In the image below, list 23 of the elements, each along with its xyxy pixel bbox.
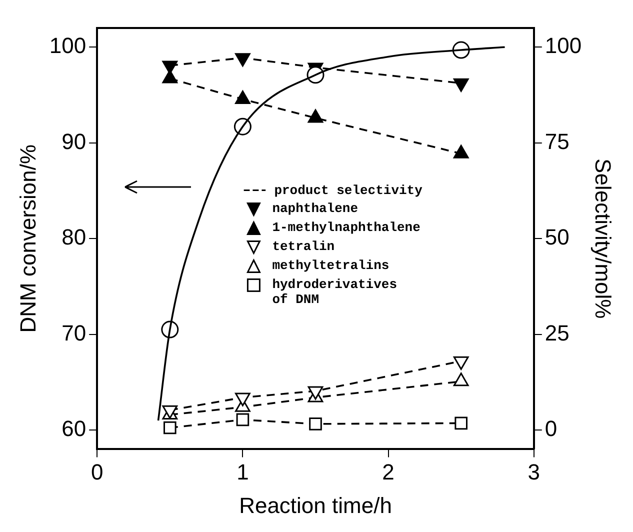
y2-tick-label: 0: [544, 416, 558, 442]
x-tick-label: 0: [90, 459, 104, 484]
y2-axis-title: Selectivity/mol%: [590, 158, 616, 319]
y2-tick-label: 50: [544, 224, 570, 250]
y2-tick-label: 75: [544, 128, 570, 154]
y-tick-label: 60: [62, 416, 86, 442]
y-tick-label: 100: [49, 33, 86, 58]
y-tick-label: 70: [62, 320, 86, 346]
y-tick-label: 90: [62, 128, 86, 154]
legend-label: tetralin: [272, 238, 335, 254]
x-axis-title: Reaction time/h: [239, 492, 392, 518]
x-tick-label: 1: [236, 459, 249, 484]
legend-label: hydroderivatives of DNM: [272, 276, 398, 307]
x-tick-label: 3: [528, 459, 540, 484]
legend-label: naphthalene: [272, 200, 358, 216]
legend-label: methyltetralins: [272, 258, 390, 273]
y-tick-label: 80: [62, 224, 86, 250]
legend-label: 1-methylnaphthalene: [272, 220, 420, 235]
y2-tick-label: 25: [544, 320, 570, 346]
x-tick-label: 2: [382, 459, 394, 484]
y-axis-title: DNM conversion/%: [15, 144, 40, 333]
legend-title: product selectivity: [274, 182, 422, 198]
y2-tick-label: 100: [544, 33, 582, 58]
